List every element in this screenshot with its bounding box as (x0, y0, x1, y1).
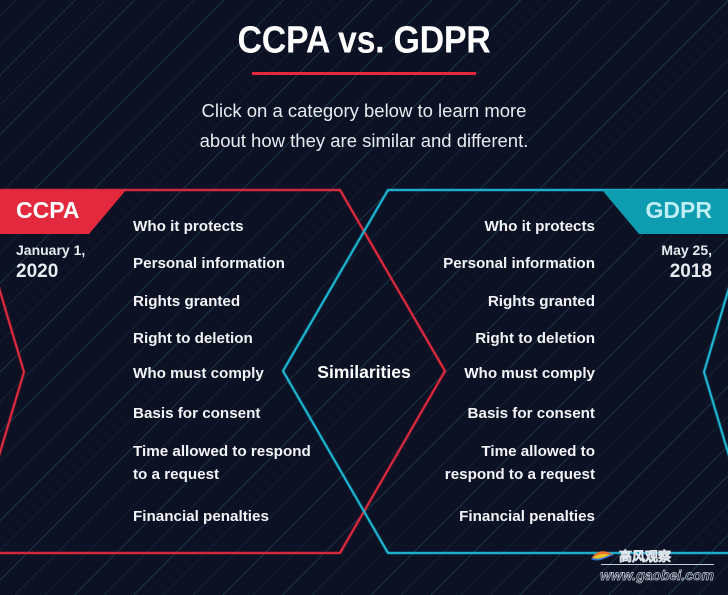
svg-text:高风观察: 高风观察 (619, 549, 672, 564)
